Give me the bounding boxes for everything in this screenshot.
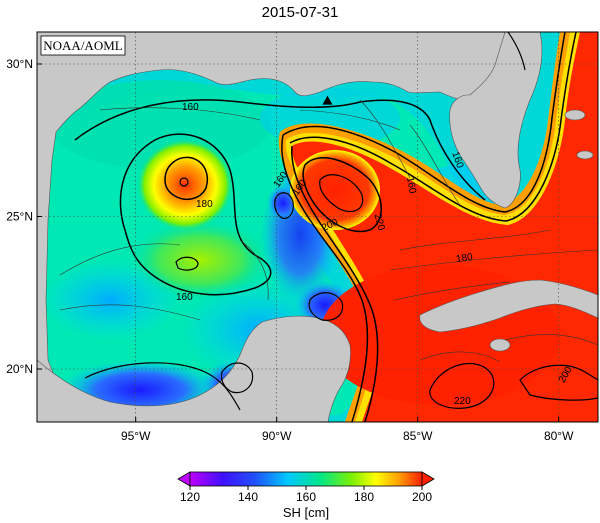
attribution-box [40, 35, 126, 56]
contour-200-east [519, 364, 598, 401]
contour-160-loop-west [281, 134, 369, 422]
lon-tick-label: 95°W [121, 429, 151, 443]
contour-160-atlantic [507, 32, 526, 71]
contour-label: 160 [182, 102, 199, 113]
contour-200-loop-eddy [302, 157, 382, 233]
land [37, 32, 598, 422]
yucatan [37, 315, 351, 422]
contour-label: 160 [404, 176, 418, 195]
station-marker [322, 95, 333, 105]
contour-180-eddy [164, 156, 209, 201]
colorbar-tick-label: 120 [180, 490, 200, 504]
lat-tick-label: 30°N [6, 57, 33, 71]
lon-tick-label: 80°W [544, 429, 574, 443]
cuba [419, 279, 598, 333]
contour-140-blue-spot [220, 362, 254, 394]
attribution-label: NOAA/AOML [43, 38, 123, 53]
contour-220-loop-eddy [319, 174, 364, 213]
contour-label: 220 [372, 213, 387, 232]
colorbar-min-arrow [177, 471, 191, 487]
colorbar-tick-label: 140 [238, 490, 258, 504]
contour-220-caribbean [429, 363, 495, 409]
contour-160-west [119, 133, 272, 296]
colorbar-label: SH [cm] [283, 505, 329, 520]
contour-140-small [274, 192, 294, 219]
colorbar-max-arrow [421, 471, 435, 487]
florida [449, 32, 543, 209]
contour-160-loop-outer [282, 32, 566, 213]
contour-140-south [308, 292, 344, 321]
lat-tick-label: 20°N [6, 362, 33, 376]
axis-ticks: 30°N 25°N 20°N 95°W 90°W 85°W 80°W [6, 57, 574, 443]
loop-current [278, 32, 598, 422]
colorbar-ticks: 120 140 160 180 200 [180, 486, 432, 504]
isla-juventud [489, 338, 511, 352]
contour-180-green [175, 256, 199, 271]
contour-label: 180 [196, 199, 213, 210]
bahamas [564, 109, 586, 121]
lon-tick-label: 85°W [403, 429, 433, 443]
contour-label: 160 [176, 292, 193, 303]
colorbar-tick-label: 200 [412, 490, 432, 504]
map-title: 2015-07-31 [261, 4, 339, 21]
map-frame [36, 31, 599, 423]
contour-200-eddy-core [179, 177, 189, 187]
sh-contours [59, 32, 598, 422]
minor-contours [59, 99, 598, 363]
colorbar-tick-label: 180 [354, 490, 374, 504]
contour-label: 220 [454, 396, 471, 407]
colorbar-tick-label: 160 [296, 490, 316, 504]
lat-tick-label: 25°N [6, 210, 33, 224]
colorbar-ramp [189, 471, 423, 487]
gridlines [37, 32, 598, 422]
western-warm-eddy [137, 139, 233, 231]
contour-label: 180 [455, 252, 473, 265]
lon-tick-label: 90°W [262, 429, 292, 443]
contour-180-loop [289, 32, 577, 222]
contour-180-loop-west [291, 145, 379, 422]
contour-160-north [74, 99, 486, 201]
colorbar: 120 140 160 180 200 SH [cm] [177, 471, 435, 520]
